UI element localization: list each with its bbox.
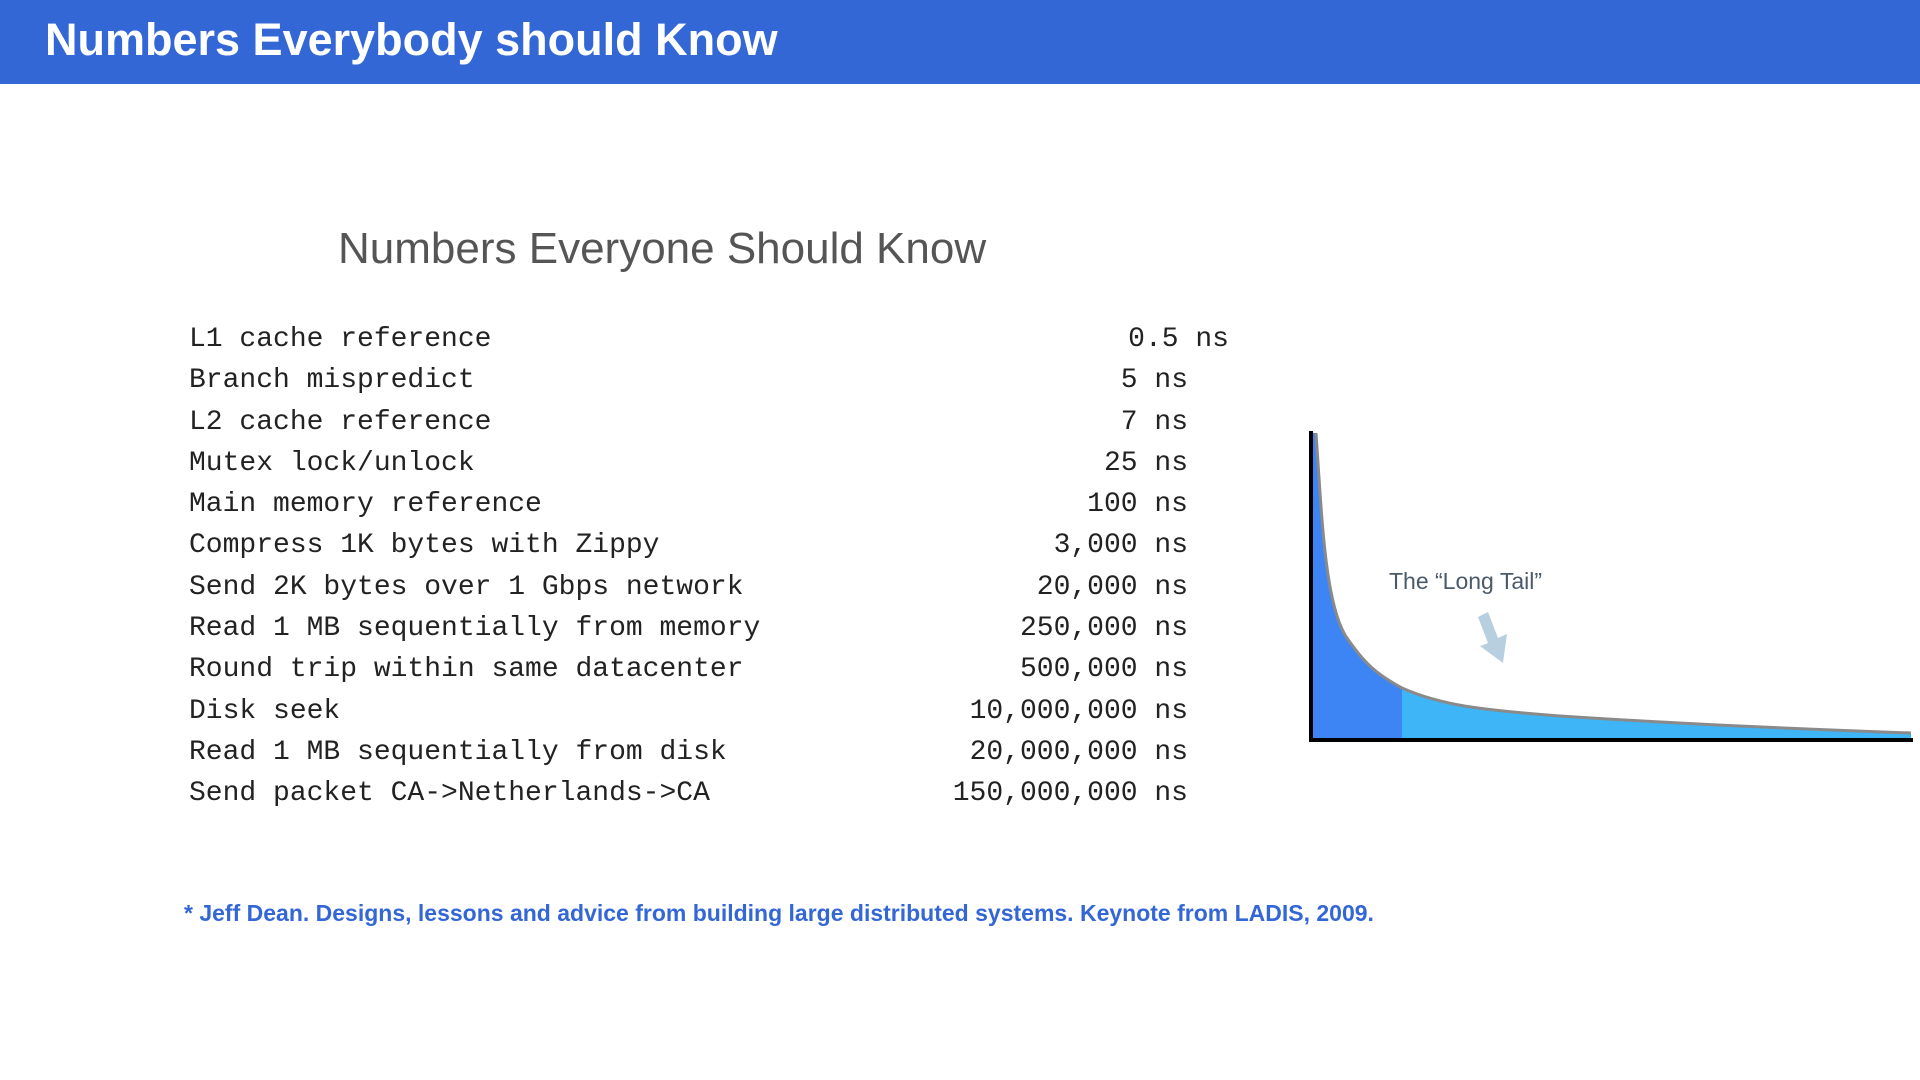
- latency-value: 100 ns: [1087, 489, 1188, 521]
- latency-value: 3,000 ns: [1053, 530, 1188, 562]
- latency-value: 20,000 ns: [1036, 571, 1188, 603]
- latency-row: L2 cache reference 7 ns: [189, 402, 1249, 443]
- latency-row: Read 1 MB sequentially from memory 250,0…: [189, 608, 1249, 649]
- tail-curve: [1314, 432, 1912, 735]
- tail-head-fill: [1312, 433, 1402, 739]
- down-arrow-icon: [1478, 612, 1507, 663]
- operation-label: Send packet CA->Netherlands->CA: [189, 778, 710, 810]
- operation-label: Send 2K bytes over 1 Gbps network: [189, 571, 744, 603]
- title-banner: Numbers Everybody should Know: [0, 0, 1920, 84]
- latency-row: Read 1 MB sequentially from disk 20,000,…: [189, 732, 1249, 773]
- latency-value: 0.5 ns: [1128, 324, 1229, 355]
- latency-value: 20,000,000 ns: [969, 736, 1188, 768]
- latency-row: Compress 1K bytes with Zippy 3,000 ns: [189, 525, 1249, 566]
- citation-footnote: * Jeff Dean. Designs, lessons and advice…: [184, 900, 1374, 926]
- slide-title: Numbers Everybody should Know: [45, 14, 778, 65]
- long-tail-label: The “Long Tail”: [1389, 568, 1542, 594]
- operation-label: Compress 1K bytes with Zippy: [189, 530, 660, 562]
- latency-row: L1 cache reference 0.5 ns: [189, 319, 1249, 360]
- latency-value: 25 ns: [1103, 447, 1188, 479]
- latency-value: 7 ns: [1120, 406, 1188, 438]
- table-heading: Numbers Everyone Should Know: [338, 224, 987, 273]
- operation-label: Read 1 MB sequentially from memory: [189, 613, 761, 645]
- latency-row: Mutex lock/unlock 25 ns: [189, 443, 1249, 484]
- tail-body-fill: [1402, 688, 1911, 739]
- latency-row: Send 2K bytes over 1 Gbps network 20,000…: [189, 567, 1249, 608]
- long-tail-figure: [1309, 431, 1913, 742]
- latency-value: 10,000,000 ns: [969, 695, 1188, 727]
- operation-label: Branch mispredict: [189, 365, 475, 397]
- operation-label: L2 cache reference: [189, 406, 492, 438]
- operation-label: Mutex lock/unlock: [189, 447, 475, 479]
- operation-label: Read 1 MB sequentially from disk: [189, 736, 727, 768]
- latency-value: 150,000,000 ns: [952, 778, 1188, 810]
- latency-row: Round trip within same datacenter 500,00…: [189, 649, 1249, 690]
- operation-label: Main memory reference: [189, 489, 542, 521]
- operation-label: Round trip within same datacenter: [189, 654, 744, 686]
- latency-table: L1 cache reference 0.5 ns Branch mispred…: [189, 319, 1249, 815]
- latency-row: Main memory reference 100 ns: [189, 484, 1249, 525]
- operation-label: L1 cache reference: [189, 324, 492, 355]
- latency-value: 250,000 ns: [1019, 613, 1188, 645]
- latency-value: 5 ns: [1120, 365, 1188, 397]
- latency-value: 500,000 ns: [1019, 654, 1188, 686]
- latency-row: Branch mispredict 5 ns: [189, 360, 1249, 401]
- latency-row: Send packet CA->Netherlands->CA 150,000,…: [189, 773, 1249, 814]
- operation-label: Disk seek: [189, 695, 341, 727]
- latency-row: Disk seek 10,000,000 ns: [189, 691, 1249, 732]
